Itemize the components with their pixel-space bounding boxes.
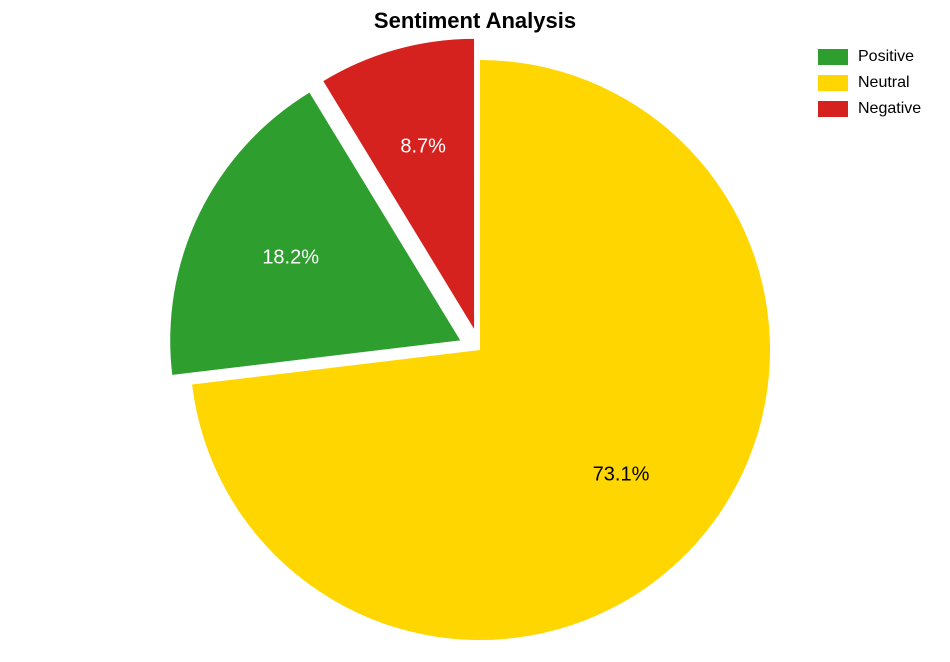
legend-swatch [818,49,848,65]
legend-label: Negative [858,100,921,118]
pie-chart: 73.1% 18.2% 8.7% [0,0,950,662]
legend-swatch [818,75,848,91]
slice-label-negative: 8.7% [400,136,446,158]
slice-label-neutral: 73.1% [593,463,650,485]
slice-label-positive: 18.2% [262,246,319,268]
legend-item-neutral: Neutral [818,74,921,92]
legend-item-positive: Positive [818,48,921,66]
legend: Positive Neutral Negative [818,48,921,118]
chart-container: Sentiment Analysis 73.1%18.2%8.7% Positi… [0,0,950,662]
legend-swatch [818,101,848,117]
legend-item-negative: Negative [818,100,921,118]
legend-label: Positive [858,48,914,66]
legend-label: Neutral [858,74,910,92]
